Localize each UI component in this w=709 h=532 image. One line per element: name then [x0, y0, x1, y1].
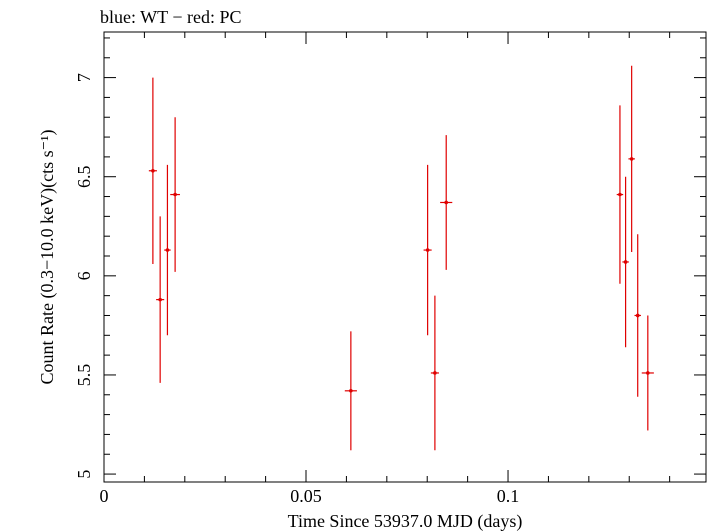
- data-point: [156, 216, 165, 383]
- chart-title: blue: WT − red: PC: [100, 7, 241, 27]
- data-point: [148, 77, 157, 264]
- data-point: [423, 164, 432, 336]
- point-marker: [425, 248, 430, 252]
- y-tick-label: 5.5: [74, 364, 94, 387]
- data-point: [628, 65, 635, 253]
- data-point: [164, 164, 171, 336]
- x-axis-label: Time Since 53937.0 MJD (days): [288, 511, 523, 532]
- y-tick-label: 6.5: [74, 165, 94, 188]
- data-points: [148, 65, 654, 451]
- point-marker: [635, 313, 640, 318]
- data-point: [170, 117, 180, 272]
- data-point: [430, 295, 439, 451]
- data-point: [641, 315, 654, 431]
- point-marker: [165, 248, 170, 252]
- point-marker: [349, 389, 353, 393]
- point-marker: [151, 168, 155, 173]
- y-tick-label: 7: [74, 73, 94, 82]
- point-marker: [618, 192, 622, 197]
- data-point: [622, 176, 629, 348]
- axis-tick-labels: 0 0.05 0.1 5 5.5 6 6.5 7: [74, 73, 519, 506]
- plot-frame: [103, 31, 707, 483]
- point-marker: [433, 371, 437, 375]
- y-tick-label: 6: [74, 271, 94, 280]
- y-axis-label: Count Rate (0.3−10.0 keV)(cts s⁻¹): [37, 129, 58, 384]
- axis-ticks: [103, 32, 706, 482]
- x-tick-label: 0.05: [290, 486, 322, 506]
- point-marker: [173, 192, 177, 197]
- point-marker: [646, 371, 650, 375]
- point-marker: [158, 297, 162, 302]
- x-tick-label: 0: [100, 486, 109, 506]
- data-point: [344, 331, 357, 451]
- data-point: [616, 105, 624, 284]
- y-tick-label: 5: [74, 470, 94, 479]
- point-marker: [623, 260, 628, 264]
- data-point: [634, 234, 641, 397]
- point-marker: [629, 157, 634, 161]
- data-point: [440, 135, 453, 270]
- point-marker: [444, 200, 449, 205]
- x-tick-label: 0.1: [497, 486, 520, 506]
